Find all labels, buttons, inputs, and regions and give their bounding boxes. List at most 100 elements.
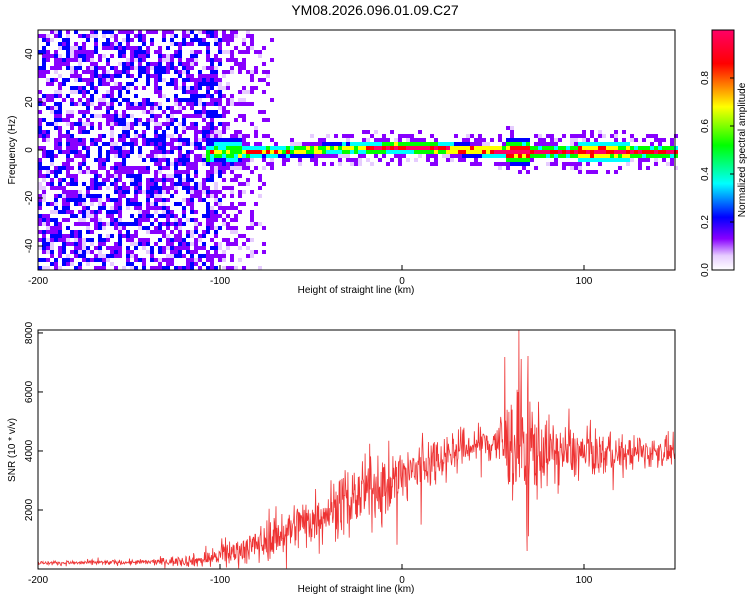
- spectrogram-cell: [170, 150, 174, 154]
- spectrogram-cell: [650, 154, 654, 158]
- spectrogram-cell: [114, 218, 118, 222]
- spectrogram-cell: [194, 94, 198, 98]
- spectrogram-cell: [242, 154, 246, 158]
- spectrogram-cell: [526, 170, 530, 174]
- spectrogram-cell: [166, 134, 170, 138]
- spectrogram-cell: [618, 142, 622, 146]
- spectrogram-cell: [66, 206, 70, 210]
- spectrogram-cell: [70, 98, 74, 102]
- spectrogram-cell: [158, 230, 162, 234]
- spectrogram-cell: [78, 78, 82, 82]
- spectrogram-cell: [154, 70, 158, 74]
- spectrogram-cell: [114, 166, 118, 170]
- spectrogram-cell: [194, 242, 198, 246]
- spectrogram-cell: [430, 134, 434, 138]
- spectrogram-cell: [218, 138, 222, 142]
- spectrogram-cell: [238, 194, 242, 198]
- spectrogram-cell: [122, 234, 126, 238]
- spectrogram-cell: [78, 238, 82, 242]
- spectrogram-cell: [622, 142, 626, 146]
- spectrogram-cell: [238, 66, 242, 70]
- spectrogram-cell: [206, 122, 210, 126]
- spectrogram-cell: [250, 70, 254, 74]
- spectrogram-cell: [110, 210, 114, 214]
- spectrogram-cell: [130, 266, 134, 270]
- spectrogram-cell: [378, 142, 382, 146]
- spectrogram-cell: [222, 142, 226, 146]
- spectrogram-cell: [342, 150, 346, 154]
- spectrogram-cell: [118, 194, 122, 198]
- spectrogram-cell: [114, 246, 118, 250]
- spectrogram-cell: [122, 146, 126, 150]
- spectrogram-cell: [142, 134, 146, 138]
- spectrogram-cell: [138, 134, 142, 138]
- spectrogram-cell: [474, 138, 478, 142]
- spectrogram-cell: [186, 242, 190, 246]
- spectrogram-cell: [618, 146, 622, 150]
- spectrogram-cell: [246, 178, 250, 182]
- spectrogram-cell: [98, 218, 102, 222]
- spectrogram-cell: [110, 54, 114, 58]
- spectrogram-cell: [110, 174, 114, 178]
- spectrogram-cell: [138, 58, 142, 62]
- spectrogram-cell: [214, 186, 218, 190]
- spectrogram-cell: [98, 194, 102, 198]
- spectrogram-cell: [70, 86, 74, 90]
- spectrogram-cell: [154, 66, 158, 70]
- spectrogram-cell: [594, 158, 598, 162]
- spectrogram-cell: [178, 202, 182, 206]
- spectrogram-cell: [126, 30, 130, 34]
- spectrogram-cell: [222, 178, 226, 182]
- spectrogram-cell: [158, 226, 162, 230]
- spectrogram-cell: [218, 154, 222, 158]
- spectrogram-cell: [90, 114, 94, 118]
- spectrogram-cell: [90, 238, 94, 242]
- spectrogram-cell: [146, 78, 150, 82]
- spectrogram-cell: [630, 154, 634, 158]
- spectrogram-cell: [162, 58, 166, 62]
- spectrogram-cell: [122, 166, 126, 170]
- spectrogram-cell: [82, 242, 86, 246]
- spectrogram-cell: [514, 162, 518, 166]
- spectrogram-cell: [250, 150, 254, 154]
- spectrogram-cell: [94, 194, 98, 198]
- spectrogram-cell: [250, 250, 254, 254]
- spectrogram-cell: [174, 238, 178, 242]
- spectrogram-cell: [110, 138, 114, 142]
- spectrogram-cell: [154, 158, 158, 162]
- spectrogram-cell: [138, 46, 142, 50]
- spectrogram-cell: [218, 130, 222, 134]
- spectrogram-cell: [114, 210, 118, 214]
- spectrogram-cell: [498, 162, 502, 166]
- spectrogram-cell: [94, 114, 98, 118]
- spectrogram-cell: [126, 38, 130, 42]
- spectrogram-cell: [130, 170, 134, 174]
- spectrogram-cell: [130, 62, 134, 66]
- spectrogram-cell: [162, 138, 166, 142]
- spectrogram-cell: [118, 90, 122, 94]
- spectrogram-cell: [354, 158, 358, 162]
- spectrogram-cell: [130, 222, 134, 226]
- spectrogram-cell: [526, 146, 530, 150]
- spectrogram-cell: [58, 150, 62, 154]
- spectrogram-cell: [70, 150, 74, 154]
- spectrogram-cell: [82, 238, 86, 242]
- spectrogram-cell: [146, 154, 150, 158]
- spectrogram-cell: [606, 170, 610, 174]
- spectrogram-cell: [78, 222, 82, 226]
- spectrogram-cell: [434, 154, 438, 158]
- spectrogram-cell: [134, 134, 138, 138]
- spectrogram-cell: [178, 226, 182, 230]
- spectrogram-cell: [310, 158, 314, 162]
- spectrogram-cell: [142, 158, 146, 162]
- spectrogram-cell: [226, 238, 230, 242]
- spectrogram-cell: [186, 246, 190, 250]
- spectrogram-cell: [558, 138, 562, 142]
- spectrogram-cell: [522, 142, 526, 146]
- spectrogram-cell: [98, 106, 102, 110]
- spectrogram-cell: [138, 226, 142, 230]
- spectrogram-cell: [202, 198, 206, 202]
- spectrogram-cell: [130, 50, 134, 54]
- spectrogram-cell: [38, 182, 42, 186]
- spectrogram-cell: [238, 158, 242, 162]
